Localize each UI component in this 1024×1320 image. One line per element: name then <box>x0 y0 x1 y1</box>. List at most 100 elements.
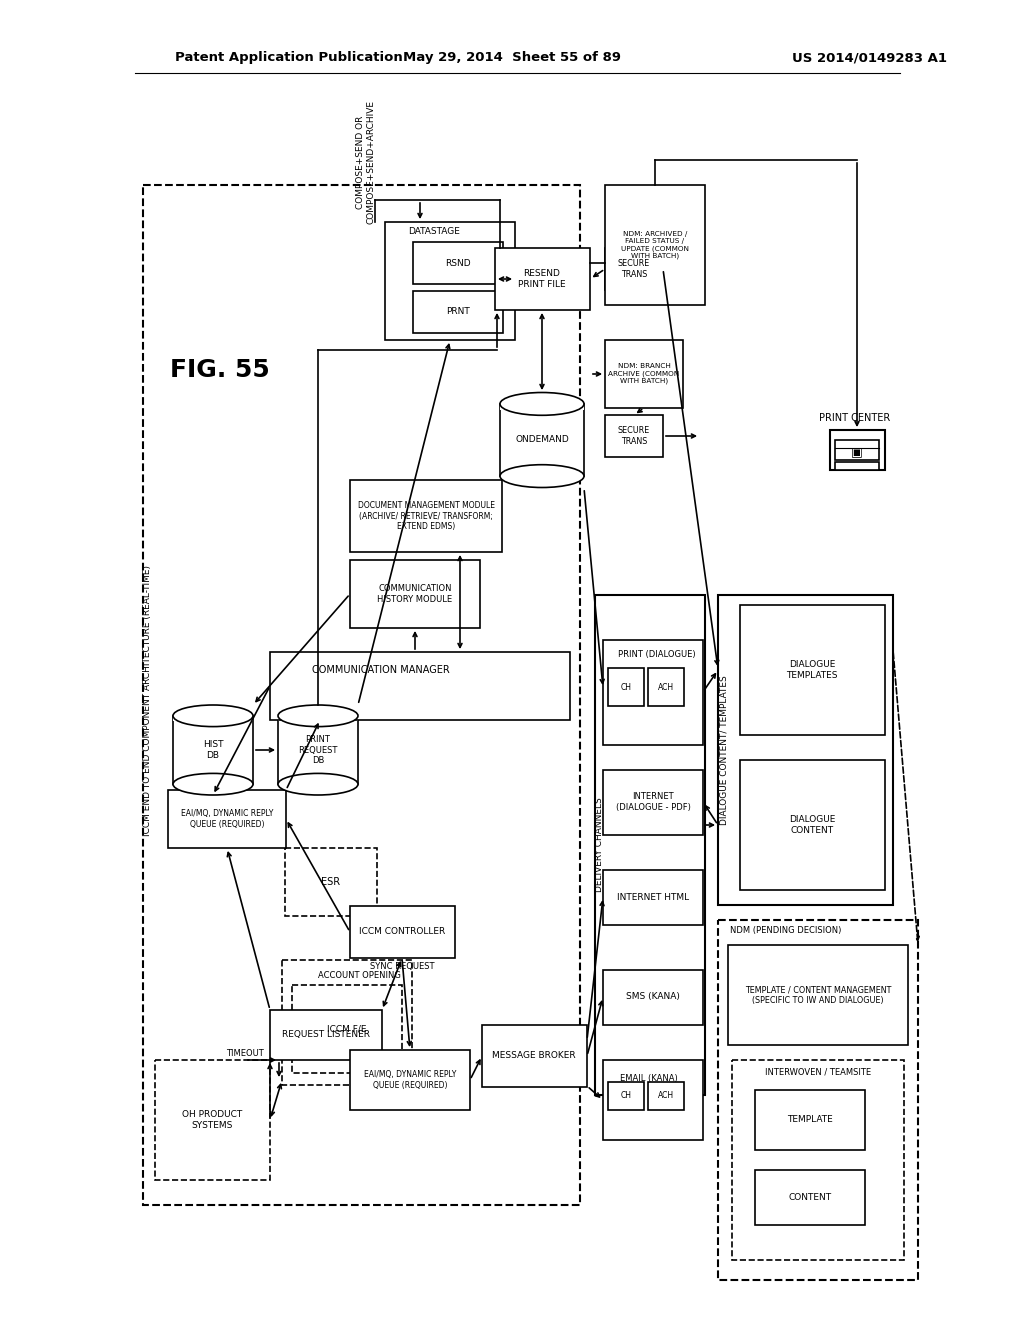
Bar <box>278 715 358 784</box>
Text: DELIVERY CHANNELS: DELIVERY CHANNELS <box>596 797 604 892</box>
Text: TIMEOUT: TIMEOUT <box>226 1048 264 1057</box>
Bar <box>605 185 705 305</box>
Text: COMPOSE+SEND OR
COMPOSE+SEND+ARCHIVE: COMPOSE+SEND OR COMPOSE+SEND+ARCHIVE <box>355 100 375 224</box>
Ellipse shape <box>173 705 253 726</box>
Text: RSND: RSND <box>445 259 471 268</box>
Text: TEMPLATE: TEMPLATE <box>787 1115 833 1125</box>
Bar <box>482 1026 587 1086</box>
Text: DIALOGUE
CONTENT: DIALOGUE CONTENT <box>788 816 836 834</box>
Text: COMMUNICATION
HISTORY MODULE: COMMUNICATION HISTORY MODULE <box>378 585 453 603</box>
Bar <box>155 1060 270 1180</box>
Text: PRINT
REQUEST
DB: PRINT REQUEST DB <box>298 735 338 764</box>
Text: EMAIL (KANA): EMAIL (KANA) <box>620 1073 678 1082</box>
Bar <box>605 341 683 408</box>
Bar <box>500 404 584 477</box>
Text: ICCM END TO END COMPONENT ARCHITECTURE (REAL-TIME): ICCM END TO END COMPONENT ARCHITECTURE (… <box>143 565 152 836</box>
Text: DIALOGUE CONTENT/ TEMPLATES: DIALOGUE CONTENT/ TEMPLATES <box>720 675 728 825</box>
Text: HIST
DB: HIST DB <box>203 741 223 760</box>
Text: SMS (KANA): SMS (KANA) <box>626 993 680 1002</box>
Bar <box>603 970 703 1026</box>
Bar <box>830 430 885 470</box>
Text: DIALOGUE
TEMPLATES: DIALOGUE TEMPLATES <box>786 660 838 680</box>
Bar <box>270 652 570 719</box>
Bar <box>173 710 253 721</box>
Bar <box>605 414 663 457</box>
Text: SECURE
TRANS: SECURE TRANS <box>617 426 650 446</box>
Bar <box>648 1082 684 1110</box>
Ellipse shape <box>278 705 358 726</box>
Text: EAI/MQ, DYNAMIC REPLY
QUEUE (REQUIRED): EAI/MQ, DYNAMIC REPLY QUEUE (REQUIRED) <box>364 1071 456 1090</box>
Text: PRINT (DIALOGUE): PRINT (DIALOGUE) <box>618 649 695 659</box>
Bar <box>595 595 705 1096</box>
Text: NDM (PENDING DECISION): NDM (PENDING DECISION) <box>730 925 842 935</box>
Bar <box>603 1060 703 1140</box>
Bar <box>732 1060 904 1261</box>
Bar <box>143 185 580 1205</box>
Text: Patent Application Publication: Patent Application Publication <box>175 51 402 65</box>
Text: INTERNET HTML: INTERNET HTML <box>616 892 689 902</box>
Bar <box>350 906 455 958</box>
Bar <box>728 945 908 1045</box>
Bar <box>835 462 879 470</box>
Text: MESSAGE BROKER: MESSAGE BROKER <box>493 1052 575 1060</box>
Text: INTERNET
(DIALOGUE - PDF): INTERNET (DIALOGUE - PDF) <box>615 792 690 812</box>
Bar <box>278 710 358 721</box>
Bar <box>718 920 918 1280</box>
Text: CH: CH <box>621 682 632 692</box>
Bar <box>755 1090 865 1150</box>
Text: ESR: ESR <box>322 876 341 887</box>
Text: ACH: ACH <box>658 1092 674 1101</box>
Bar <box>292 985 402 1073</box>
Text: ICCM F/E: ICCM F/E <box>328 1024 367 1034</box>
Text: RESEND
PRINT FILE: RESEND PRINT FILE <box>518 269 566 289</box>
Text: DOCUMENT MANAGEMENT MODULE
(ARCHIVE/ RETRIEVE/ TRANSFORM;
EXTEND EDMS): DOCUMENT MANAGEMENT MODULE (ARCHIVE/ RET… <box>357 502 495 531</box>
Bar <box>413 242 503 284</box>
Text: May 29, 2014  Sheet 55 of 89: May 29, 2014 Sheet 55 of 89 <box>403 51 621 65</box>
Bar <box>168 789 286 847</box>
Ellipse shape <box>500 392 584 416</box>
Text: ▣: ▣ <box>851 446 863 458</box>
Text: NDM: ARCHIVED /
FAILED STATUS /
UPDATE (COMMON
WITH BATCH): NDM: ARCHIVED / FAILED STATUS / UPDATE (… <box>621 231 689 259</box>
Bar <box>608 1082 644 1110</box>
Text: PRINT CENTER: PRINT CENTER <box>819 413 891 422</box>
Bar <box>385 222 515 341</box>
Bar <box>350 480 502 552</box>
Bar <box>603 870 703 925</box>
Text: COMMUNICATION MANAGER: COMMUNICATION MANAGER <box>312 665 450 675</box>
Bar <box>835 440 879 459</box>
Bar <box>740 605 885 735</box>
Text: ACCOUNT OPENING: ACCOUNT OPENING <box>318 972 400 981</box>
Bar <box>350 560 480 628</box>
Bar <box>648 668 684 706</box>
Text: OH PRODUCT
SYSTEMS: OH PRODUCT SYSTEMS <box>182 1110 242 1130</box>
Bar <box>603 770 703 836</box>
Bar <box>495 248 590 310</box>
Text: REQUEST LISTENER: REQUEST LISTENER <box>282 1031 370 1040</box>
Bar <box>350 1049 470 1110</box>
Text: PRNT: PRNT <box>446 308 470 317</box>
Text: FIG. 55: FIG. 55 <box>170 358 269 381</box>
Ellipse shape <box>500 465 584 487</box>
Bar <box>282 960 412 1085</box>
Text: SYNC REQUEST: SYNC REQUEST <box>370 961 434 970</box>
Text: EAI/MQ, DYNAMIC REPLY
QUEUE (REQUIRED): EAI/MQ, DYNAMIC REPLY QUEUE (REQUIRED) <box>181 809 273 829</box>
Bar <box>718 595 893 906</box>
Text: ONDEMAND: ONDEMAND <box>515 436 569 445</box>
Text: INTERWOVEN / TEAMSITE: INTERWOVEN / TEAMSITE <box>765 1068 871 1077</box>
Text: ACH: ACH <box>658 682 674 692</box>
Ellipse shape <box>173 774 253 795</box>
Bar <box>605 248 663 290</box>
Text: ICCM CONTROLLER: ICCM CONTROLLER <box>358 928 445 936</box>
Text: TEMPLATE / CONTENT MANAGEMENT
(SPECIFIC TO IW AND DIALOGUE): TEMPLATE / CONTENT MANAGEMENT (SPECIFIC … <box>744 985 891 1005</box>
Bar <box>755 1170 865 1225</box>
Bar <box>603 640 703 744</box>
Text: CH: CH <box>621 1092 632 1101</box>
Text: DATASTAGE: DATASTAGE <box>408 227 460 236</box>
Bar <box>608 668 644 706</box>
Bar <box>173 715 253 784</box>
Bar <box>413 290 503 333</box>
Text: SECURE
TRANS: SECURE TRANS <box>617 259 650 279</box>
Text: CONTENT: CONTENT <box>788 1192 831 1201</box>
Bar <box>285 847 377 916</box>
Bar <box>500 399 584 409</box>
